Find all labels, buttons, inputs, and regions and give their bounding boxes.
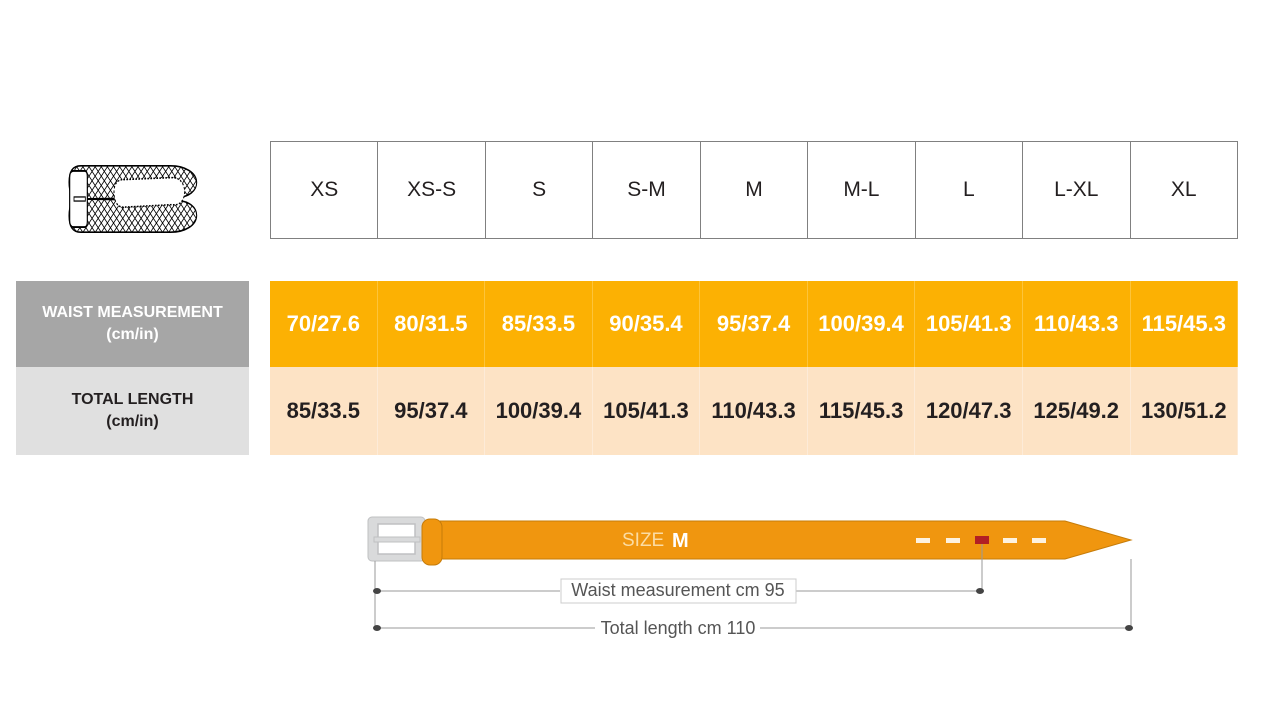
svg-text:Total length cm 110: Total length cm 110 [601, 618, 756, 638]
svg-text:M: M [672, 530, 689, 552]
svg-text:SIZE: SIZE [622, 530, 664, 551]
svg-text:Waist measurement cm 95: Waist measurement cm 95 [571, 580, 784, 600]
